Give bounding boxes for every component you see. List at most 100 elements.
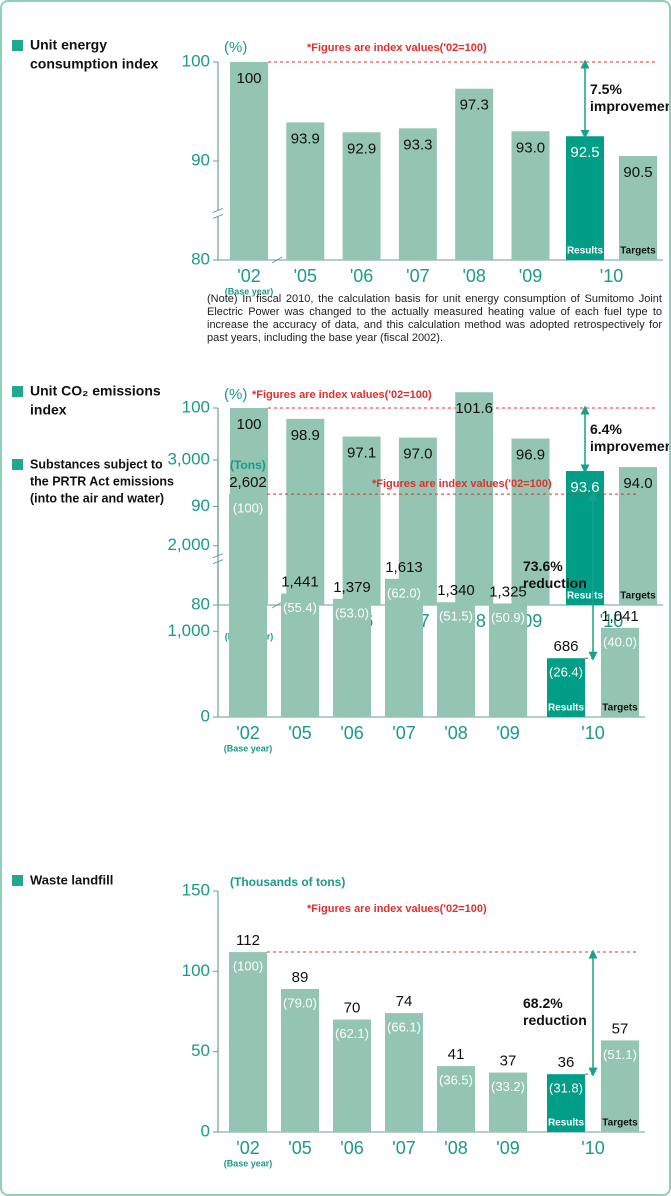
bar bbox=[455, 392, 494, 605]
index-label: (66.1) bbox=[387, 1020, 421, 1035]
value-label: 36 bbox=[558, 1054, 575, 1071]
x-tick-label: '05 bbox=[294, 266, 317, 286]
change-annotation: 6.4% bbox=[590, 421, 622, 437]
bar bbox=[229, 494, 267, 717]
bar bbox=[619, 156, 657, 260]
index-label: (51.1) bbox=[603, 1047, 637, 1062]
value-label: 89 bbox=[292, 969, 309, 986]
axis-break bbox=[271, 256, 283, 264]
index-label: (62.1) bbox=[335, 1026, 369, 1041]
x-tick-label: '06 bbox=[350, 266, 373, 286]
results-label: Results bbox=[548, 703, 585, 714]
value-label: 101.6 bbox=[455, 400, 493, 417]
index-label: (100) bbox=[233, 958, 263, 973]
x-tick-label: '10 bbox=[600, 266, 623, 286]
bar bbox=[398, 128, 437, 260]
chart-title: consumption index bbox=[30, 56, 159, 72]
change-annotation: 7.5% bbox=[590, 81, 622, 97]
y-tick-label: 0 bbox=[201, 1121, 210, 1140]
y-tick-label: 0 bbox=[201, 706, 210, 725]
results-label: Results bbox=[548, 1118, 585, 1129]
value-label: 98.9 bbox=[291, 427, 320, 444]
title-marker bbox=[12, 459, 23, 470]
unit-label: (%) bbox=[224, 39, 247, 56]
bar bbox=[489, 603, 527, 717]
targets-label: Targets bbox=[602, 1118, 638, 1129]
index-label: (51.5) bbox=[439, 609, 473, 624]
bar bbox=[511, 438, 550, 605]
chart-title: Unit CO₂ emissions bbox=[30, 383, 161, 399]
y-tick-label: 80 bbox=[191, 594, 210, 613]
value-label: 93.0 bbox=[516, 139, 545, 156]
value-label: 112 bbox=[236, 932, 260, 949]
x-tick-label: '08 bbox=[444, 1138, 467, 1158]
x-tick-label: '05 bbox=[288, 723, 311, 743]
bar bbox=[286, 418, 325, 605]
bar bbox=[385, 1013, 423, 1132]
value-label: 57 bbox=[612, 1020, 629, 1037]
bar bbox=[230, 62, 268, 260]
x-tick-label: '07 bbox=[406, 266, 429, 286]
value-label: 1,613 bbox=[385, 559, 423, 576]
unit-label: (Tons) bbox=[230, 458, 266, 472]
x-tick-label: '06 bbox=[340, 723, 363, 743]
targets-label: Targets bbox=[620, 246, 656, 257]
value-label: 37 bbox=[500, 1053, 517, 1070]
change-annotation: reduction bbox=[523, 1012, 587, 1028]
base-year-label: (Base year) bbox=[225, 286, 274, 296]
bar bbox=[437, 1066, 475, 1132]
x-tick-label: '09 bbox=[519, 266, 542, 286]
x-tick-label: '08 bbox=[444, 723, 467, 743]
value-label: 100 bbox=[236, 70, 261, 87]
value-label: 96.9 bbox=[516, 447, 545, 464]
change-annotation: improvement bbox=[590, 98, 669, 114]
targets-label: Targets bbox=[602, 703, 638, 714]
change-annotation: improvement bbox=[590, 438, 669, 454]
value-label: 97.1 bbox=[347, 445, 376, 462]
y-tick-label: 100 bbox=[182, 961, 210, 980]
bar bbox=[601, 1040, 639, 1132]
index-label: (33.2) bbox=[491, 1079, 525, 1094]
bar bbox=[398, 437, 437, 605]
value-label: 92.9 bbox=[347, 140, 376, 157]
index-note: *Figures are index values('02=100) bbox=[252, 389, 432, 401]
bar bbox=[547, 1074, 585, 1132]
bar bbox=[342, 436, 381, 605]
x-tick-label: '05 bbox=[288, 1138, 311, 1158]
index-note: *Figures are index values('02=100) bbox=[307, 903, 487, 915]
bar bbox=[566, 471, 604, 605]
index-note: *Figures are index values('02=100) bbox=[372, 478, 552, 490]
value-label: 90.5 bbox=[623, 164, 652, 181]
bar bbox=[437, 602, 475, 717]
bar bbox=[619, 467, 657, 605]
value-label: 100 bbox=[236, 416, 261, 433]
index-label: (26.4) bbox=[549, 665, 583, 680]
y-tick-label: 50 bbox=[191, 1041, 210, 1060]
chart-title: Waste landfill bbox=[30, 872, 113, 887]
bar bbox=[489, 1072, 527, 1132]
chart-title: Unit energy bbox=[30, 37, 107, 53]
base-year-label: (Base year) bbox=[224, 1158, 273, 1168]
chart-title: index bbox=[30, 402, 67, 418]
x-tick-label: '09 bbox=[496, 723, 519, 743]
value-label: 1,441 bbox=[281, 574, 319, 591]
value-label: 41 bbox=[448, 1046, 465, 1063]
bar bbox=[333, 598, 371, 717]
index-label: (53.0) bbox=[335, 605, 369, 620]
value-label: 1,325 bbox=[489, 583, 527, 600]
index-label: (79.0) bbox=[283, 995, 317, 1010]
x-tick-label: '07 bbox=[392, 723, 415, 743]
chart-title: the PRTR Act emissions bbox=[30, 474, 174, 488]
bar bbox=[511, 131, 550, 260]
x-tick-label: '08 bbox=[462, 266, 485, 286]
x-tick-label: '10 bbox=[581, 1138, 604, 1158]
value-label: 92.5 bbox=[570, 144, 599, 161]
bar bbox=[281, 593, 319, 717]
unit-label: (%) bbox=[224, 386, 247, 403]
unit-label: (Thousands of tons) bbox=[230, 875, 345, 889]
y-tick-label: 90 bbox=[191, 150, 210, 169]
value-label: 97.3 bbox=[460, 97, 489, 114]
value-label: 686 bbox=[553, 638, 578, 655]
